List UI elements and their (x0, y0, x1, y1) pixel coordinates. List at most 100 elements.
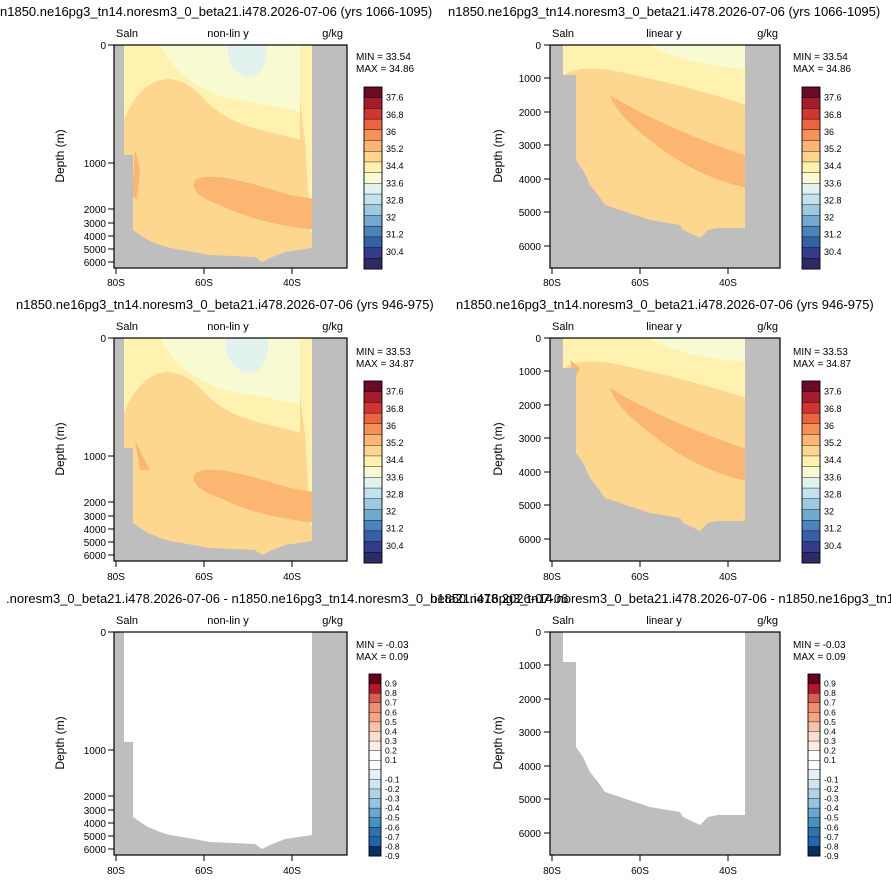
colorbar-swatch (363, 161, 383, 174)
colorbar-label: 37.6 (824, 93, 842, 103)
colorbar-swatch (363, 530, 383, 543)
y-tick-label: 4000 (519, 468, 542, 479)
colorbar-label: 37.6 (386, 387, 404, 397)
x-tick-label: 40S (719, 572, 737, 583)
contour-field (114, 45, 347, 268)
colorbar-swatch (368, 846, 382, 857)
colorbar-label: 31.2 (824, 230, 842, 240)
variable-label: Saln (116, 615, 138, 627)
colorbar-label: 0.6 (824, 707, 836, 717)
colorbar-label: -0.9 (824, 851, 839, 861)
y-tick-label: 5000 (519, 795, 542, 806)
colorbar-swatch (807, 807, 821, 819)
y-tick-label: 5000 (519, 208, 542, 219)
colorbar-label: -0.1 (824, 774, 839, 784)
colorbar-label: 34.4 (386, 455, 404, 465)
colorbar-swatch (368, 712, 382, 723)
x-tick-label: 60S (195, 278, 213, 289)
colorbar-label: 32.8 (824, 195, 842, 205)
colorbar-swatch (801, 215, 821, 227)
colorbar-swatch (801, 423, 821, 436)
colorbar-label: 36 (386, 127, 396, 137)
colorbar-label: 0.7 (385, 698, 397, 708)
colorbar-frame (807, 673, 821, 857)
axis-mode-label: linear y (646, 28, 682, 40)
y-tick-label: 2000 (519, 108, 542, 119)
colorbar-label: 0.3 (824, 736, 836, 746)
y-axis-label: Depth (m) (491, 129, 505, 182)
colorbar-swatch (368, 807, 382, 819)
plot-frame (113, 631, 348, 856)
y-tick-label: 2000 (519, 401, 542, 412)
colorbar-frame (801, 380, 821, 564)
y-axis: 0 1000 2000 3000 4000 5000 6000 Depth (m… (491, 334, 550, 546)
colorbar-frame (368, 673, 382, 857)
x-tick-label: 80S (543, 278, 561, 289)
colorbar-swatch (363, 509, 383, 521)
colorbar-label: 0.4 (385, 726, 397, 736)
panel-5: .noresm3_0_beta21.i478.2026-07-06 - n185… (6, 591, 568, 877)
colorbar-swatch (807, 817, 821, 828)
panel-title: n1850.ne16pg3_tn14.noresm3_0_beta21.i478… (456, 297, 874, 312)
colorbar-label: 32 (386, 507, 396, 517)
colorbar-label: -0.1 (385, 774, 400, 784)
y-tick-label: 5000 (84, 538, 107, 549)
axis-mode-label: non-lin y (207, 28, 249, 40)
colorbar-swatch (363, 380, 383, 393)
colorbar-swatch (363, 455, 383, 468)
colorbar-label: -0.3 (824, 794, 839, 804)
colorbar-swatch (363, 140, 383, 152)
colorbar-label: 0.9 (824, 679, 836, 689)
colorbar-label: 0.1 (824, 755, 836, 765)
axis-mode-label: non-lin y (207, 321, 249, 333)
y-tick-label: 5000 (84, 245, 107, 256)
colorbar: 37.6 36.8 36 35.2 34.4 33.6 32.8 32 31.2 30.4 (363, 380, 404, 564)
colorbar-frame (801, 86, 821, 270)
colorbar-label: 30.4 (386, 541, 404, 551)
colorbar-swatch (807, 721, 821, 732)
y-tick-label: 3000 (84, 806, 107, 817)
colorbar-label: 33.6 (386, 472, 404, 482)
colorbar: 0.90.80.70.60.50.40.30.20.1-0.1-0.2-0.3-… (368, 673, 400, 861)
max-label: MAX = 34.86 (356, 64, 415, 75)
contour-field (114, 338, 347, 561)
colorbar-label: -0.4 (824, 803, 839, 813)
x-tick-label: 80S (107, 866, 125, 877)
panel-title: n1850.ne16pg3_tn14.noresm3_0_beta21.i478… (16, 297, 434, 312)
panel-2: n1850.ne16pg3_tn14.noresm3_0_beta21.i478… (448, 4, 880, 289)
y-tick-label: 0 (100, 41, 106, 52)
colorbar-label: 35.2 (824, 144, 842, 154)
x-tick-label: 40S (283, 866, 301, 877)
colorbar-swatch (801, 519, 821, 532)
x-axis: 80S 60S 40S (107, 855, 301, 877)
colorbar-label: 32.8 (386, 195, 404, 205)
colorbar: 37.6 36.8 36 35.2 34.4 33.6 32.8 32 31.2 30.4 (801, 86, 842, 270)
min-label: MIN = 33.54 (793, 52, 848, 63)
units-label: g/kg (322, 321, 343, 333)
panel-6: n1850.ne16pg3_tn14.noresm3_0_beta21.i478… (430, 591, 891, 877)
colorbar-swatch (801, 108, 821, 120)
panel-1: n1850.ne16pg3_tn14.noresm3_0_beta21.i478… (0, 4, 432, 289)
colorbar-swatch (801, 172, 821, 184)
colorbar-label: -0.8 (824, 841, 839, 851)
colorbar-label: 31.2 (824, 524, 842, 534)
y-tick-label: 2000 (84, 205, 107, 216)
colorbar-swatch (801, 204, 821, 216)
colorbar-swatch (363, 86, 383, 99)
colorbar-swatch (368, 779, 382, 790)
y-axis-label: Depth (m) (53, 129, 67, 182)
colorbar-label: -0.7 (824, 832, 839, 842)
colorbar-swatch (368, 817, 382, 828)
colorbar-label: 0.1 (385, 755, 397, 765)
min-label: MIN = 33.54 (356, 52, 411, 63)
x-tick-label: 60S (631, 866, 649, 877)
colorbar-swatch (801, 247, 821, 259)
colorbar-label: 33.6 (824, 178, 842, 188)
colorbar-label: 32.8 (386, 489, 404, 499)
panel-title: n1850.ne16pg3_tn14.noresm3_0_beta21.i478… (0, 4, 432, 19)
colorbar-label: -0.7 (385, 832, 400, 842)
colorbar-swatch (801, 445, 821, 457)
colorbar-swatch (801, 183, 821, 195)
colorbar-swatch (801, 487, 821, 500)
y-tick-label: 5000 (519, 501, 542, 512)
